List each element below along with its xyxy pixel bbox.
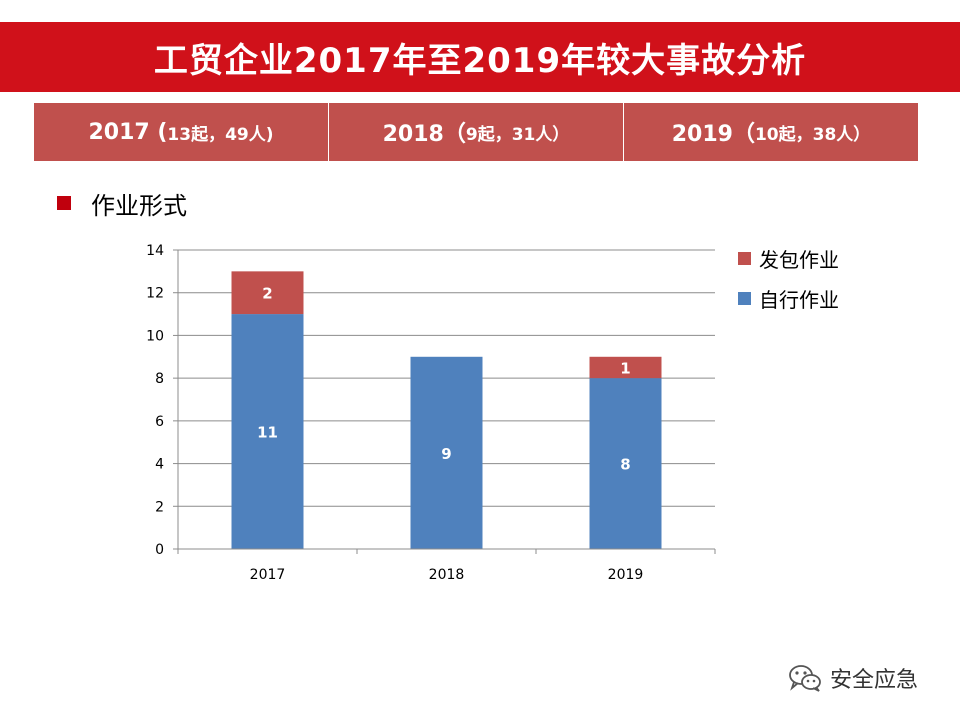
year-summary-sub: 9起，31人） [465, 124, 570, 145]
bar-segment [589, 378, 662, 549]
section-label: 作业形式 [91, 191, 187, 220]
y-tick-label: 8 [155, 371, 164, 387]
year-summary-2018: 2018（ 9起，31人） [329, 103, 624, 161]
y-tick-label: 10 [146, 328, 164, 344]
year-summary-sub: 13起，49人) [167, 124, 274, 145]
legend-item-contract: 发包作业 [738, 238, 839, 278]
x-tick-label: 2017 [250, 567, 286, 583]
y-tick-label: 2 [155, 499, 164, 515]
year-summary-2017: 2017 (13起，49人) [34, 103, 329, 161]
year-summary-sub: 10起，38人） [754, 124, 871, 145]
y-tick-label: 0 [155, 542, 164, 558]
legend-swatch [738, 251, 751, 265]
year-summary-main: 2018（ [382, 122, 466, 147]
year-summary-main: 2019（ [671, 122, 755, 147]
year-summary-main: 2017 ( [88, 119, 168, 145]
watermark-text: 安全应急 [830, 668, 919, 693]
wechat-icon [789, 665, 821, 692]
y-tick-label: 4 [155, 457, 164, 473]
legend-label: 发包作业 [759, 247, 839, 272]
year-summary-bar: 2017 (13起，49人) 2018（ 9起，31人） 2019（ 10起，38人… [34, 103, 918, 161]
data-label: 8 [620, 456, 630, 474]
data-label: 2 [262, 285, 272, 303]
section-heading: 作业形式 [57, 186, 187, 220]
x-tick-label: 2018 [429, 567, 465, 583]
bar-segment [231, 314, 304, 549]
legend-item-self: 自行作业 [738, 278, 839, 318]
data-label: 9 [441, 445, 451, 463]
bar-segment [410, 356, 483, 549]
y-tick-label: 12 [146, 286, 164, 302]
y-tick-label: 14 [146, 243, 164, 259]
year-summary-2019: 2019（ 10起，38人） [624, 103, 918, 161]
watermark: 安全应急 [788, 660, 918, 696]
page-title: 工贸企业2017年至2019年较大事故分析 [0, 22, 960, 92]
x-tick-label: 2019 [608, 567, 644, 583]
legend-label: 自行作业 [759, 287, 839, 312]
square-bullet-icon [57, 196, 71, 210]
legend-swatch [738, 291, 751, 305]
chart-legend: 发包作业 自行作业 [738, 238, 839, 318]
bar-segment [589, 356, 662, 379]
bar-segment [231, 271, 304, 315]
data-label: 1 [620, 359, 630, 377]
data-label: 11 [257, 424, 278, 442]
y-tick-label: 6 [155, 414, 164, 430]
